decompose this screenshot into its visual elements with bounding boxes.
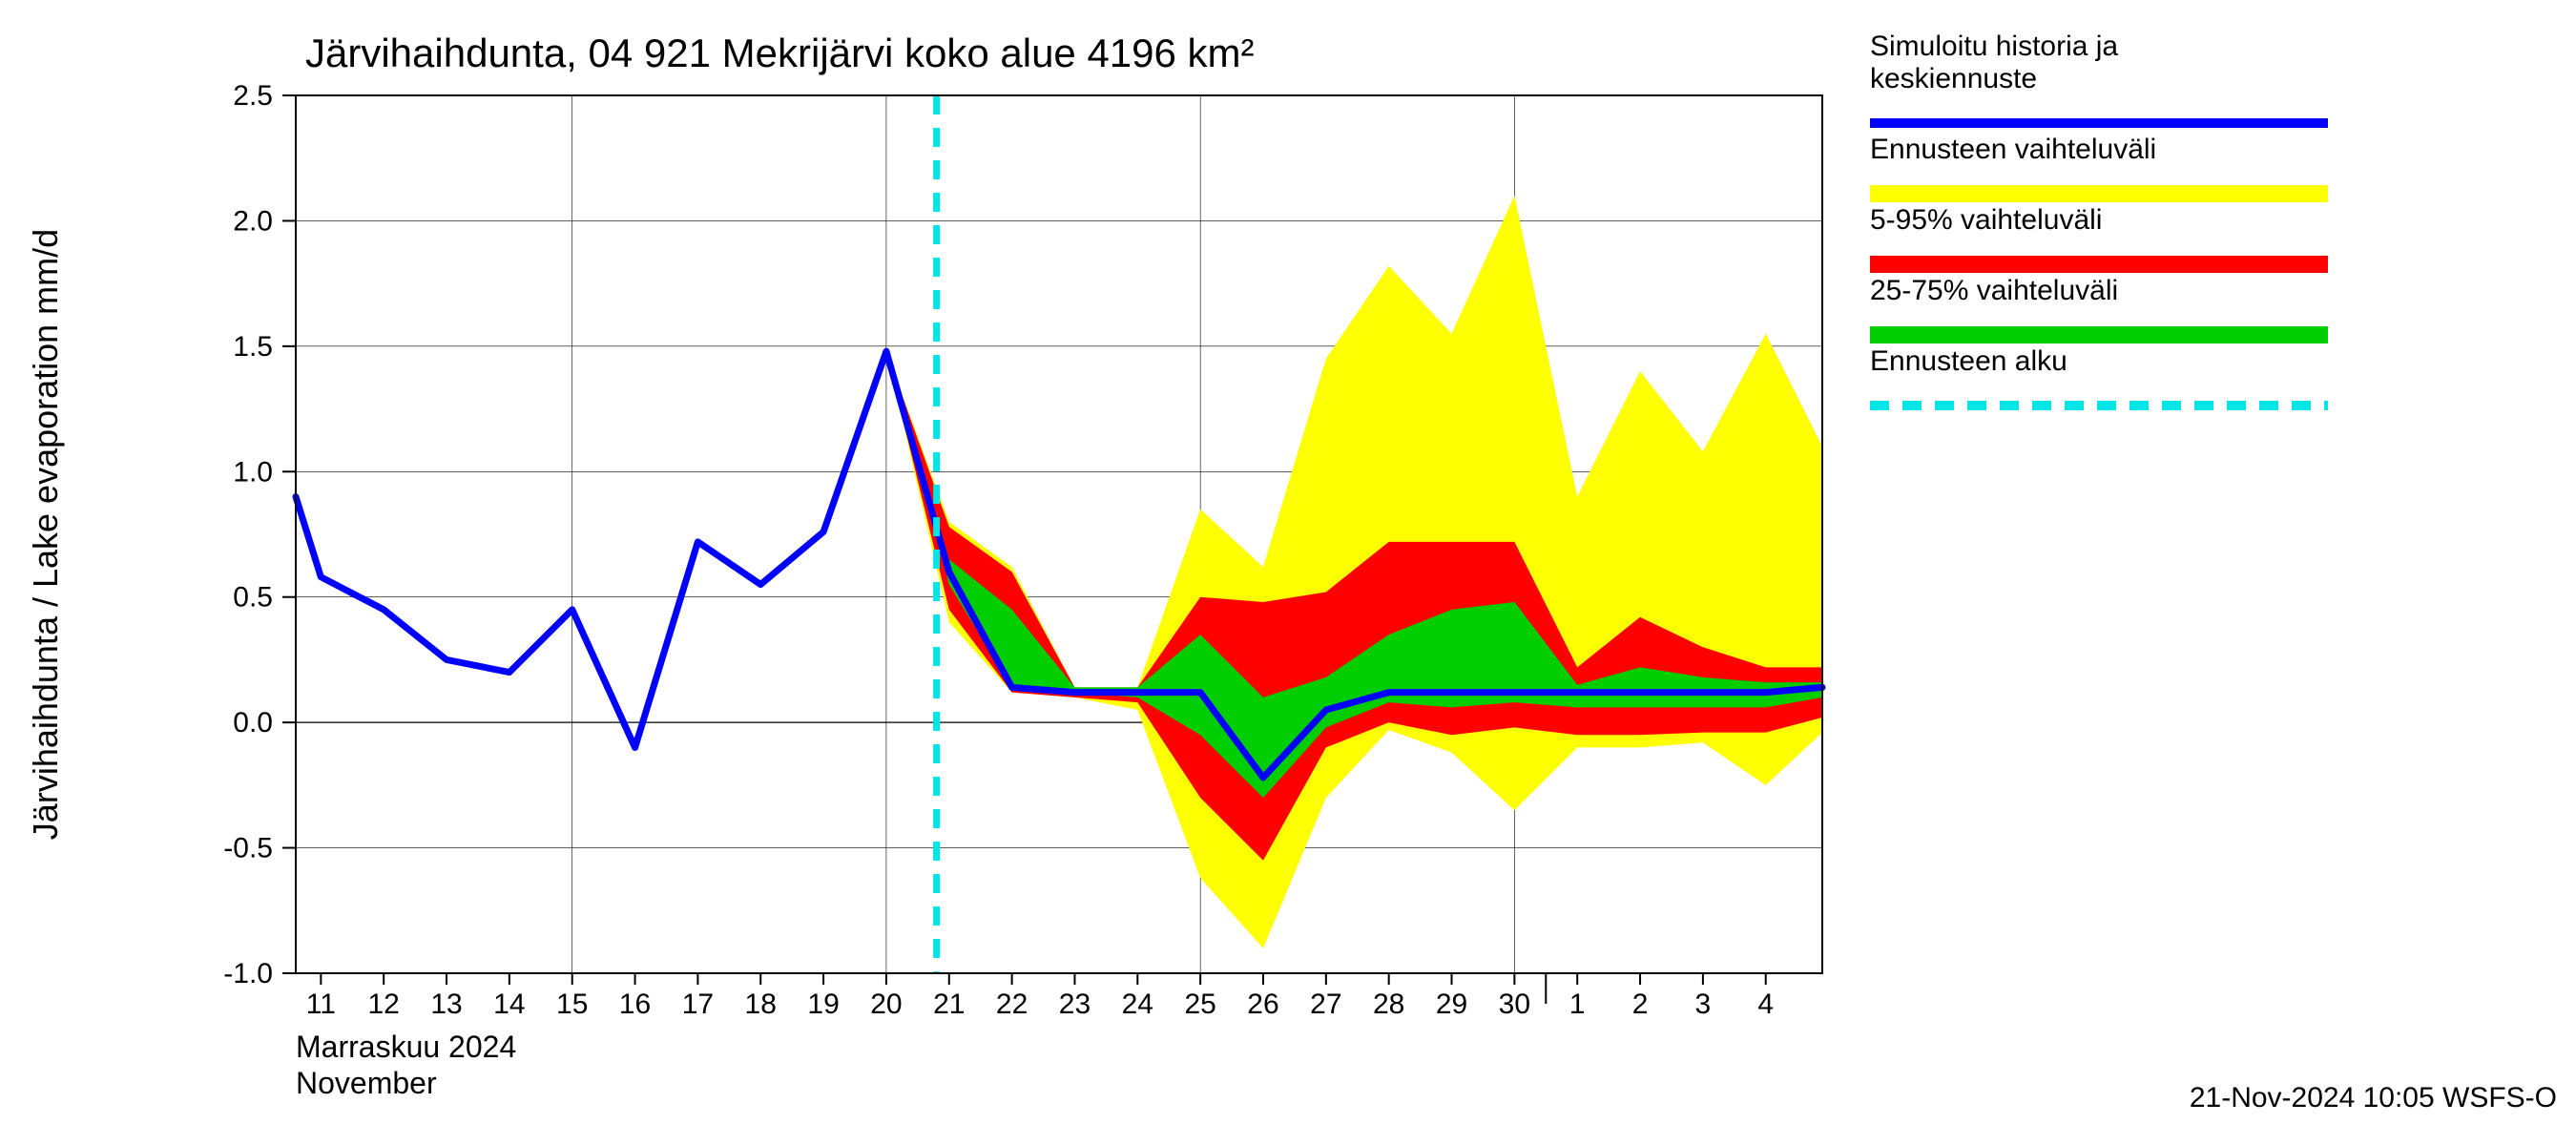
svg-text:29: 29 (1436, 989, 1467, 1020)
svg-text:19: 19 (807, 989, 839, 1020)
svg-text:1: 1 (1569, 989, 1586, 1020)
svg-text:20: 20 (870, 989, 902, 1020)
svg-text:3: 3 (1695, 989, 1712, 1020)
svg-text:Ennusteen alku: Ennusteen alku (1870, 345, 2067, 377)
svg-text:26: 26 (1247, 989, 1278, 1020)
svg-text:16: 16 (619, 989, 651, 1020)
svg-text:Simuloitu historia ja: Simuloitu historia ja (1870, 31, 2118, 62)
svg-text:0.0: 0.0 (233, 707, 273, 739)
svg-text:17: 17 (682, 989, 714, 1020)
svg-text:15: 15 (556, 989, 588, 1020)
svg-text:0.5: 0.5 (233, 582, 273, 614)
svg-text:5-95% vaihteluväli: 5-95% vaihteluväli (1870, 204, 2102, 236)
svg-text:30: 30 (1499, 989, 1530, 1020)
svg-text:2.0: 2.0 (233, 205, 273, 237)
svg-text:14: 14 (493, 989, 525, 1020)
svg-text:keskiennuste: keskiennuste (1870, 63, 2037, 94)
svg-text:1.5: 1.5 (233, 331, 273, 363)
month-label-fi: Marraskuu 2024 (296, 1030, 516, 1064)
lake-evaporation-chart: -1.0-0.50.00.51.01.52.02.5 1112131415161… (0, 0, 2576, 1145)
svg-text:23: 23 (1059, 989, 1091, 1020)
x-axis-ticks: 1112131415161718192021222324252627282930… (306, 973, 1774, 1020)
svg-text:2: 2 (1632, 989, 1649, 1020)
svg-text:25-75% vaihteluväli: 25-75% vaihteluväli (1870, 275, 2118, 306)
y-axis-ticks: -1.0 -0.5 0.0 0.5 1.0 1.5 2.0 2.5 (223, 80, 296, 989)
chart-title: Järvihaihdunta, 04 921 Mekrijärvi koko a… (305, 31, 1255, 75)
svg-text:2.5: 2.5 (233, 80, 273, 112)
y-axis-label: Järvihaihdunta / Lake evaporation mm/d (26, 229, 65, 840)
month-label-en: November (296, 1066, 437, 1100)
svg-text:24: 24 (1122, 989, 1153, 1020)
svg-text:1.0: 1.0 (233, 456, 273, 488)
svg-text:21: 21 (933, 989, 965, 1020)
svg-text:Ennusteen vaihteluväli: Ennusteen vaihteluväli (1870, 134, 2156, 165)
svg-text:25: 25 (1184, 989, 1215, 1020)
footer-timestamp: 21-Nov-2024 10:05 WSFS-O (2190, 1082, 2557, 1114)
svg-text:22: 22 (996, 989, 1028, 1020)
svg-text:-0.5: -0.5 (223, 833, 273, 864)
svg-text:28: 28 (1373, 989, 1404, 1020)
svg-text:27: 27 (1310, 989, 1341, 1020)
svg-text:13: 13 (430, 989, 462, 1020)
svg-text:-1.0: -1.0 (223, 958, 273, 989)
svg-text:11: 11 (306, 989, 336, 1020)
legend: Simuloitu historia jakeskiennuste Ennuste… (1870, 31, 2328, 406)
svg-text:18: 18 (745, 989, 777, 1020)
svg-text:12: 12 (367, 989, 399, 1020)
svg-text:4: 4 (1757, 989, 1774, 1020)
